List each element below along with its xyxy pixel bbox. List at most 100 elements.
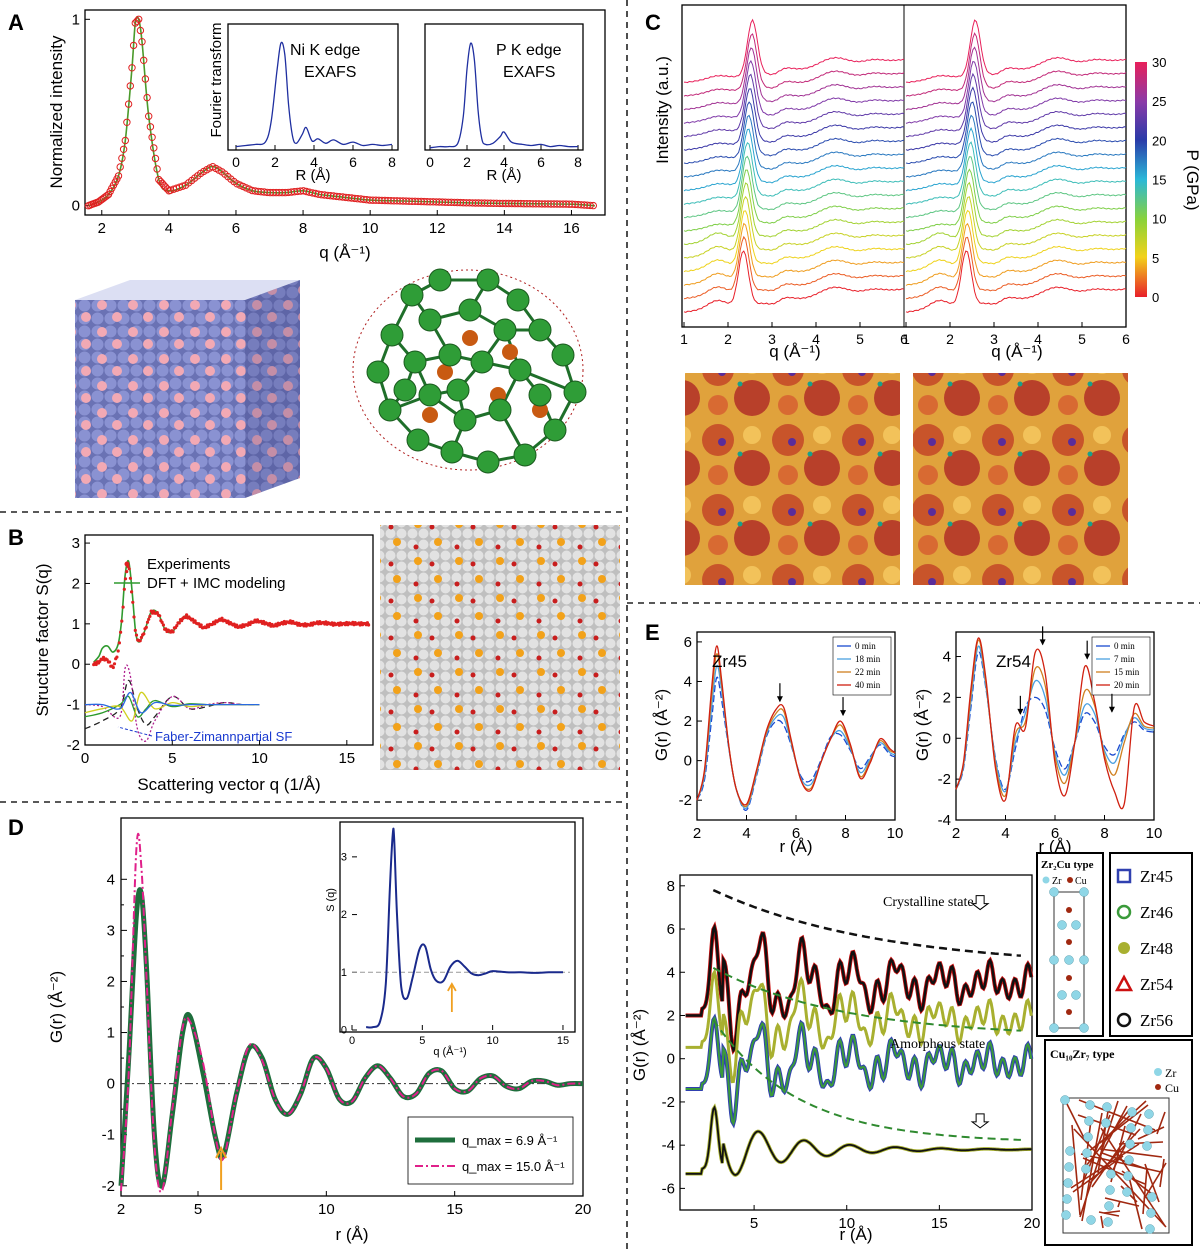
cu10zr7-zr-atom bbox=[1125, 1139, 1135, 1149]
cu10zr7-cell-edge bbox=[1062, 1097, 1170, 1234]
zr45-ytick-label: 2 bbox=[684, 713, 692, 730]
cu10zr7-zr-atom bbox=[1064, 1162, 1074, 1172]
legend-experiments-marker bbox=[124, 561, 130, 567]
legend-label-zr45: Zr45 bbox=[1140, 867, 1173, 886]
cu10zr7-zr-atom bbox=[1145, 1224, 1155, 1234]
panel-d-ylabel: G(r) (Å⁻²) bbox=[47, 971, 66, 1043]
zr2cu-cu-label: Cu bbox=[1075, 876, 1087, 887]
cu10zr7-zr-atom bbox=[1102, 1102, 1112, 1112]
inset1-ylabel: Fourier transform bbox=[208, 22, 225, 137]
inset1-xlabel: R (Å) bbox=[296, 167, 331, 184]
panel-c-right-xtick-label: 2 bbox=[946, 331, 954, 347]
xrd-curve bbox=[905, 168, 1127, 232]
xrd-curve bbox=[683, 128, 905, 192]
panel-d-inset-ytick-label: 3 bbox=[341, 852, 347, 864]
xrd-curve bbox=[905, 181, 1127, 246]
panel-c-xlabel-left: q (Å⁻¹) bbox=[769, 342, 820, 361]
cu10zr7-unit-cell-image bbox=[1060, 1095, 1170, 1234]
experiment-point bbox=[123, 577, 128, 581]
cu10zr7-bond bbox=[1100, 1215, 1104, 1229]
panel-d-legend-box bbox=[407, 1116, 574, 1185]
inset-orange-arrow-head bbox=[447, 982, 457, 992]
experiment-point bbox=[148, 614, 152, 619]
legend-marker-zr56 bbox=[1116, 1012, 1132, 1028]
panel-b-xtick-label: 5 bbox=[168, 750, 176, 767]
experiment-point bbox=[268, 621, 272, 626]
experiment-point bbox=[111, 665, 115, 670]
experiment-point bbox=[133, 628, 137, 633]
panel-c-left-xtick-label: 4 bbox=[812, 331, 820, 347]
zr45-curve bbox=[696, 645, 896, 806]
xrd-curve bbox=[683, 73, 905, 138]
experiment-point bbox=[246, 623, 250, 627]
zr2cu-cu-atom bbox=[1066, 975, 1072, 981]
xrd-curve bbox=[683, 114, 905, 178]
panel-b-xtick-label: 0 bbox=[81, 750, 89, 767]
cluster-ni-atom bbox=[470, 350, 494, 374]
panel-a-data-point bbox=[586, 201, 594, 210]
experiment-point bbox=[330, 621, 334, 625]
atomic-configuration-b-image bbox=[380, 525, 620, 770]
panel-d-inset-xtick-label: 10 bbox=[487, 1035, 499, 1047]
zr45-curve bbox=[696, 676, 896, 811]
colorbar-tick-label: 10 bbox=[1152, 212, 1166, 227]
experiment-point bbox=[193, 619, 197, 623]
panel-d-xtick-label: 5 bbox=[194, 1201, 202, 1218]
panel-a-ytick-label: 0 bbox=[72, 198, 80, 215]
panel-c-left-xtick-label: 3 bbox=[768, 331, 776, 347]
panel-a-data-point bbox=[129, 41, 138, 50]
experiment-point bbox=[324, 620, 328, 624]
zr2cu-zr-atom bbox=[1049, 955, 1059, 965]
zr45-xlabel: r (Å) bbox=[779, 837, 812, 856]
xrd-curve bbox=[683, 222, 905, 286]
panel-e-bottom-frame bbox=[679, 874, 1033, 1211]
experiment-point bbox=[204, 626, 208, 630]
zr2cu-cu-atom bbox=[1066, 1009, 1072, 1015]
xrd-curve bbox=[905, 126, 1127, 192]
cluster-p-atom bbox=[502, 344, 518, 360]
panel-label-b: B bbox=[8, 525, 24, 550]
panel-a-data-point bbox=[119, 145, 128, 154]
experiment-point bbox=[122, 587, 126, 591]
experiment-point bbox=[185, 613, 189, 617]
experiment-point bbox=[161, 623, 165, 627]
experiment-point bbox=[127, 567, 131, 571]
zr45-xtick-label: 10 bbox=[887, 825, 904, 842]
experiment-point bbox=[132, 615, 136, 619]
legend-label-zr54: Zr54 bbox=[1140, 975, 1174, 994]
state-arrow bbox=[970, 1113, 990, 1129]
panel-a-data-point bbox=[138, 38, 146, 46]
cluster-ni-atom bbox=[406, 428, 430, 452]
cu10zr7-cu-marker bbox=[1155, 1084, 1161, 1090]
panel-a-data-point bbox=[116, 163, 124, 171]
bottom-ytick-label: 0 bbox=[667, 1051, 675, 1068]
panel-c-xlabel-right: q (Å⁻¹) bbox=[991, 342, 1042, 361]
cu10zr7-bond bbox=[1071, 1124, 1081, 1216]
bottom-ytick-label: 4 bbox=[667, 964, 675, 981]
experiment-point bbox=[144, 625, 148, 630]
cu10zr7-cu-label: Cu bbox=[1165, 1081, 1179, 1095]
experiment-point bbox=[142, 632, 146, 636]
panel-d-inset-xtick-label: 15 bbox=[557, 1035, 569, 1047]
experiment-point bbox=[164, 627, 168, 631]
xrd-curve bbox=[683, 235, 905, 300]
cu10zr7-bond bbox=[1104, 1197, 1140, 1207]
cu10zr7-zr-atom bbox=[1106, 1169, 1116, 1179]
xrd-curve bbox=[683, 88, 905, 151]
experiment-point bbox=[281, 622, 285, 626]
zr48-curve bbox=[685, 968, 1033, 1084]
cluster-ni-atom bbox=[528, 318, 552, 342]
cu10zr7-zr-atom bbox=[1124, 1155, 1134, 1165]
cu10zr7-zr-atom bbox=[1147, 1192, 1157, 1202]
panel-b-xtick-label: 10 bbox=[251, 750, 268, 767]
inset-sq-line bbox=[366, 827, 564, 1029]
panel-b-ytick-label: -2 bbox=[67, 737, 80, 754]
panel-d-inset-xlabel: q (Å⁻¹) bbox=[433, 1045, 466, 1058]
experiment-point bbox=[262, 619, 266, 624]
panel-a-ytick-label: 1 bbox=[72, 11, 80, 28]
panel-c-left-xtick-label: 6 bbox=[900, 331, 908, 347]
experiment-point bbox=[337, 623, 341, 627]
cu10zr7-zr-marker bbox=[1154, 1068, 1162, 1076]
bottom-ytick-label: -2 bbox=[662, 1094, 675, 1111]
state-arrow bbox=[970, 895, 990, 911]
